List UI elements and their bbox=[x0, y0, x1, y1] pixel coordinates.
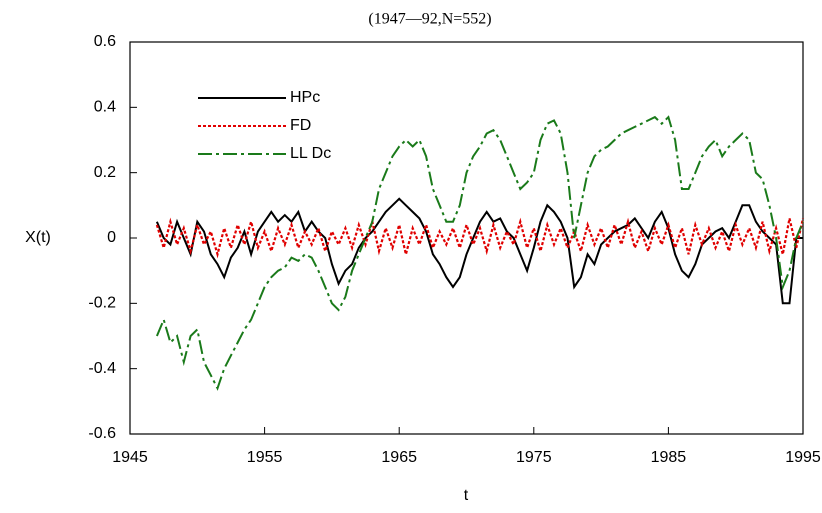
legend-label: HPc bbox=[290, 89, 320, 106]
x-tick-label: 1975 bbox=[516, 449, 552, 466]
series-line bbox=[155, 115, 804, 391]
y-tick-label: -0.2 bbox=[88, 295, 116, 312]
y-tick-label: 0.2 bbox=[94, 164, 116, 181]
x-tick-label: 1945 bbox=[112, 449, 148, 466]
y-tick-label: 0.6 bbox=[94, 33, 116, 50]
y-tick-label: -0.4 bbox=[88, 360, 116, 377]
y-tick-label: 0.4 bbox=[94, 99, 116, 116]
x-tick-label: 1955 bbox=[247, 449, 283, 466]
x-tick-label: 1985 bbox=[651, 449, 687, 466]
legend-label: FD bbox=[290, 117, 311, 134]
y-axis-label: X(t) bbox=[25, 229, 51, 246]
y-tick-label: 0 bbox=[107, 229, 116, 246]
y-tick-label: -0.6 bbox=[88, 425, 116, 442]
series-line bbox=[155, 197, 803, 305]
plot-frame bbox=[129, 41, 804, 435]
x-axis-label: t bbox=[464, 487, 469, 504]
chart-title: (1947—92,N=552) bbox=[368, 11, 491, 28]
legend-label: LL Dc bbox=[290, 145, 331, 162]
x-tick-label: 1995 bbox=[785, 449, 821, 466]
x-tick-label: 1965 bbox=[381, 449, 417, 466]
series-line bbox=[155, 217, 805, 259]
